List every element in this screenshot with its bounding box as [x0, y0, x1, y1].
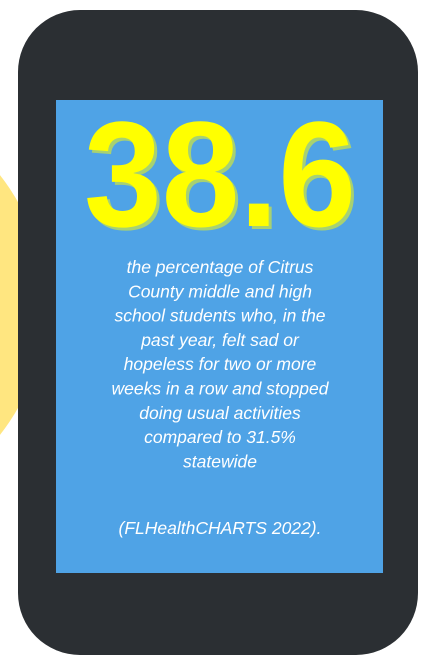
description-line: hopeless for two or more: [124, 354, 317, 374]
description-line: the percentage of Citrus: [127, 257, 314, 277]
description-line: doing usual activities: [139, 403, 301, 423]
description-line: compared to 31.5%: [144, 427, 296, 447]
source: (FLHealthCHARTS 2022).: [119, 518, 322, 538]
description-line: past year, felt sad or: [140, 330, 300, 350]
description-line: County middle and high: [128, 281, 312, 301]
stat-value: 38.6: [84, 90, 356, 258]
description-line: weeks in a row and stopped: [112, 379, 330, 399]
description-line: statewide: [183, 451, 257, 471]
infographic: 38.6 38.6 the percentage of CitrusCounty…: [0, 0, 429, 661]
description-line: school students who, in the: [114, 306, 325, 326]
